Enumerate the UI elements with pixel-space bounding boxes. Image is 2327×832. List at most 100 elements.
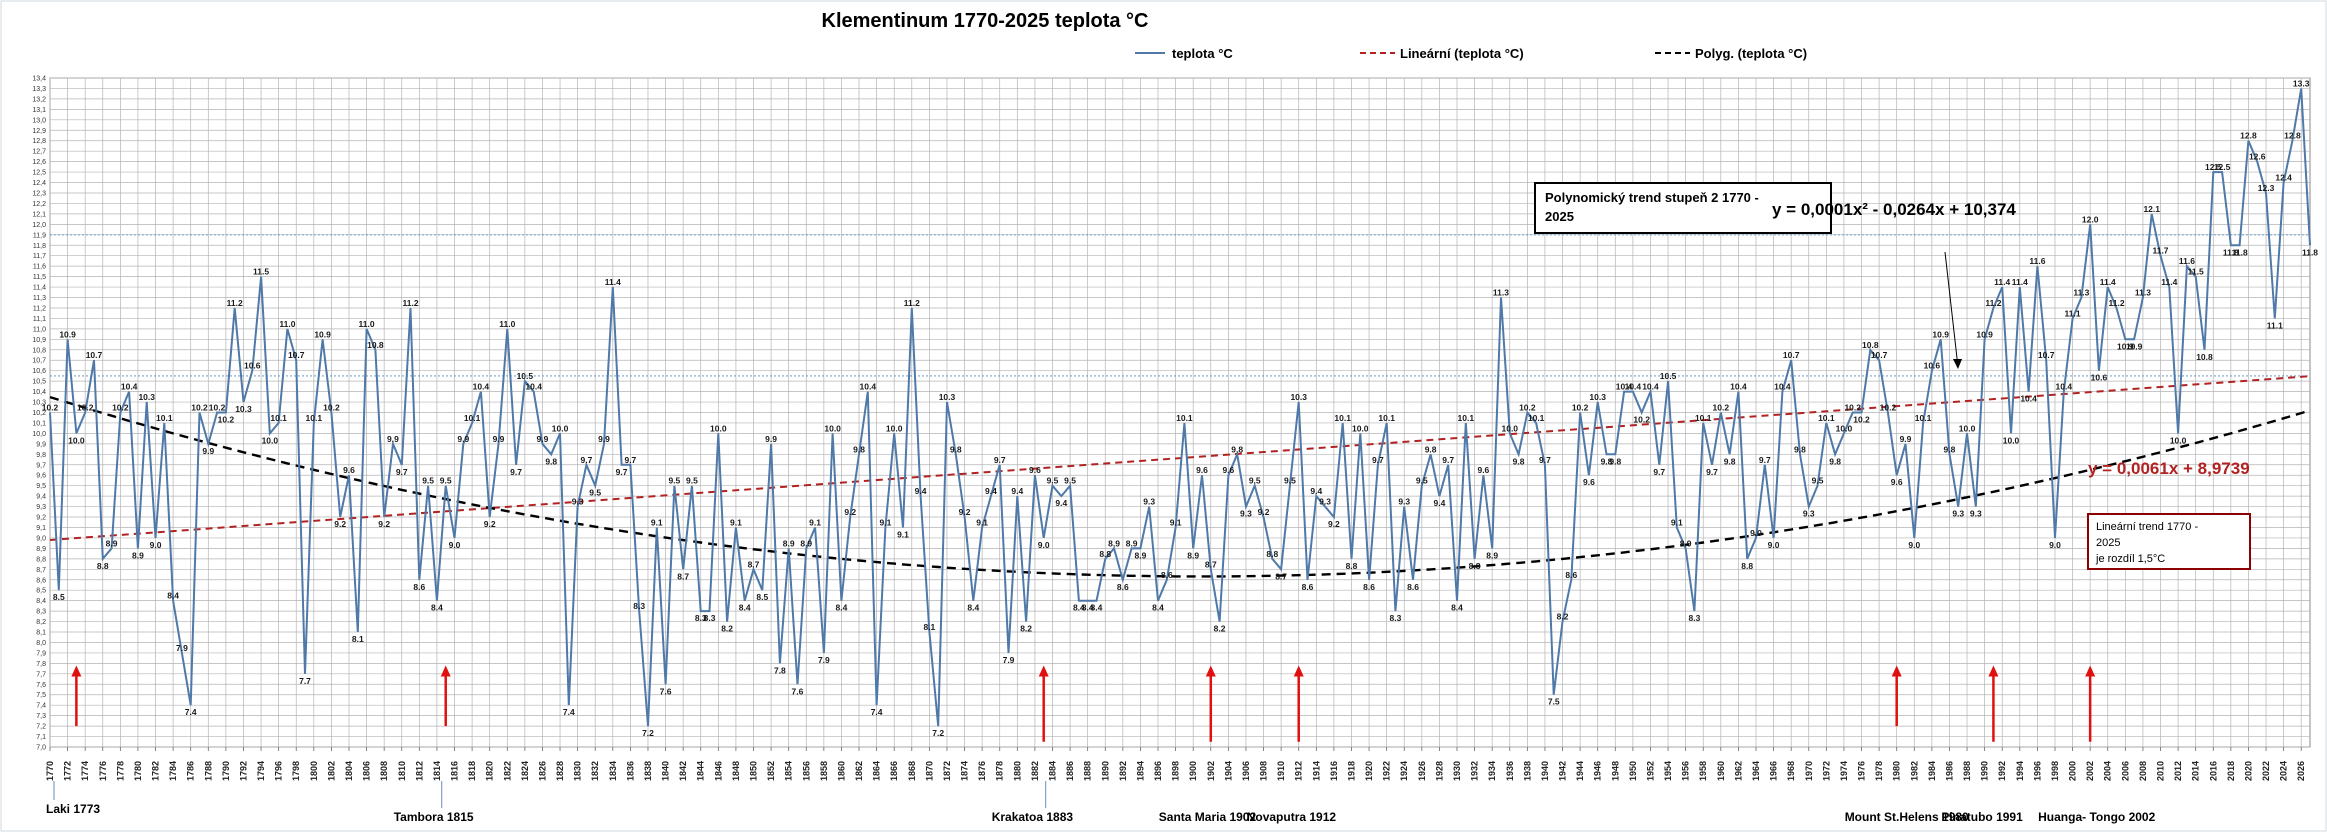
x-tick-label: 1828 [555, 761, 565, 781]
data-label: 11.0 [359, 319, 375, 329]
data-label: 10.2 [218, 415, 235, 425]
data-label: 9.6 [1583, 477, 1595, 487]
x-tick-label: 1772 [63, 761, 73, 781]
data-label: 8.2 [1557, 612, 1569, 622]
legend-label-linear: Lineární (teplota °C) [1400, 46, 1524, 61]
x-tick-label: 2016 [2208, 761, 2218, 781]
x-tick-label: 1912 [1294, 761, 1304, 781]
data-label: 9.8 [1794, 444, 1806, 454]
x-tick-label: 1862 [854, 761, 864, 781]
x-tick-label: 1890 [1100, 761, 1110, 781]
data-label: 9.9 [493, 434, 505, 444]
data-label: 10.2 [191, 403, 208, 413]
y-tick-label: 9,4 [36, 494, 46, 501]
data-label: 9.2 [959, 507, 971, 517]
x-tick-label: 1936 [1505, 761, 1515, 781]
data-label: 10.5 [517, 371, 534, 381]
x-tick-label: 1808 [379, 761, 389, 781]
data-label: 11.7 [2152, 246, 2168, 256]
data-label: 11.3 [1493, 288, 1509, 298]
y-tick-label: 8,7 [36, 567, 46, 574]
x-tick-label: 1824 [520, 761, 530, 781]
y-tick-label: 12,9 [32, 128, 46, 135]
x-tick-label: 1910 [1276, 761, 1286, 781]
temperature-series [49, 88, 2311, 727]
x-tick-label: 1978 [1874, 761, 1884, 781]
data-label: 7.4 [563, 707, 575, 717]
data-label: 9.1 [651, 517, 663, 527]
data-label: 11.4 [2012, 277, 2028, 287]
data-label: 11.2 [227, 298, 243, 308]
y-tick-label: 10,7 [32, 358, 46, 365]
data-label: 9.7 [1539, 455, 1551, 465]
data-label: 8.3 [1689, 613, 1701, 623]
x-tick-label: 1814 [432, 761, 442, 781]
x-tick-label: 1836 [625, 761, 635, 781]
data-label: 10.9 [2117, 341, 2134, 351]
data-label: 11.8 [2223, 247, 2239, 257]
data-label: 9.5 [686, 476, 698, 486]
linear-trend-line [49, 375, 2311, 542]
x-tick-label: 1790 [221, 761, 231, 781]
x-tick-label: 1806 [362, 761, 372, 781]
y-tick-label: 7,4 [36, 703, 46, 710]
y-tick-label: 8,6 [36, 577, 46, 584]
data-label: 8.3 [695, 613, 707, 623]
x-tick-label: 1926 [1417, 761, 1427, 781]
data-label: 8.8 [1266, 549, 1278, 559]
data-label: 9.5 [1812, 476, 1824, 486]
poly-pointer-head [1953, 359, 1962, 369]
data-label: 9.5 [1284, 476, 1296, 486]
data-label: 7.9 [1003, 655, 1015, 665]
data-label: 12.5 [2205, 162, 2222, 172]
y-tick-label: 9,9 [36, 441, 46, 448]
x-tick-label: 1964 [1751, 761, 1761, 781]
data-label: 9.1 [1170, 517, 1182, 527]
data-labels: 10.28.510.910.010.210.78.88.910.210.48.9… [42, 78, 2319, 738]
x-tick-label: 1994 [2015, 761, 2025, 781]
data-label: 9.6 [1029, 465, 1041, 475]
data-label: 10.4 [1616, 382, 1633, 392]
y-tick-label: 8,4 [36, 598, 46, 605]
eruption-label: Krakatoa 1883 [992, 810, 1074, 824]
data-label: 9.6 [1222, 465, 1234, 475]
data-label: 9.7 [1706, 467, 1718, 477]
data-label: 9.4 [1434, 498, 1446, 508]
data-label: 11.0 [279, 319, 295, 329]
data-label: 10.2 [42, 403, 59, 413]
data-label: 9.6 [1891, 477, 1903, 487]
data-label: 11.1 [2267, 320, 2283, 330]
eruption-markers: Laki 1773 Tambora 1815 Krakatoa 1883 Santa … [46, 665, 2156, 824]
x-tick-label: 1778 [115, 761, 125, 781]
data-label: 10.1 [1334, 413, 1351, 423]
x-tick-label: 1878 [995, 761, 1005, 781]
data-label: 10.9 [314, 329, 331, 339]
legend-label-poly: Polyg. (teplota °C) [1695, 46, 1807, 61]
x-tick-label: 2024 [2279, 761, 2289, 781]
eruption-label: Santa Maria 1902 [1159, 810, 1257, 824]
x-tick-label: 1960 [1716, 761, 1726, 781]
data-label: 10.4 [1774, 382, 1791, 392]
y-tick-label: 12,1 [32, 211, 46, 218]
data-label: 9.2 [334, 519, 346, 529]
y-tick-label: 8,3 [36, 609, 46, 616]
linear-trend-equation: y = 0,0061x + 8,9739 [2088, 459, 2250, 478]
data-label: 9.8 [1425, 444, 1437, 454]
x-tick-label: 1914 [1311, 761, 1321, 781]
data-label: 9.1 [730, 517, 742, 527]
y-tick-label: 12,2 [32, 201, 46, 208]
x-tick-label: 1874 [960, 761, 970, 781]
data-label: 9.8 [545, 456, 557, 466]
y-tick-label: 12,3 [32, 190, 46, 197]
x-tick-label: 1844 [696, 761, 706, 781]
data-label: 7.5 [1548, 697, 1560, 707]
x-tick-label: 1782 [151, 761, 161, 781]
x-tick-label: 1820 [485, 761, 495, 781]
eruption-arrow-head [2085, 665, 2096, 677]
poly-trend-box-line2: 2025 [1545, 209, 1574, 224]
data-label: 8.1 [352, 634, 364, 644]
data-label: 8.7 [1275, 571, 1287, 581]
data-label: 9.4 [1055, 498, 1067, 508]
x-tick-label: 1954 [1663, 761, 1673, 781]
data-label: 8.4 [167, 591, 179, 601]
